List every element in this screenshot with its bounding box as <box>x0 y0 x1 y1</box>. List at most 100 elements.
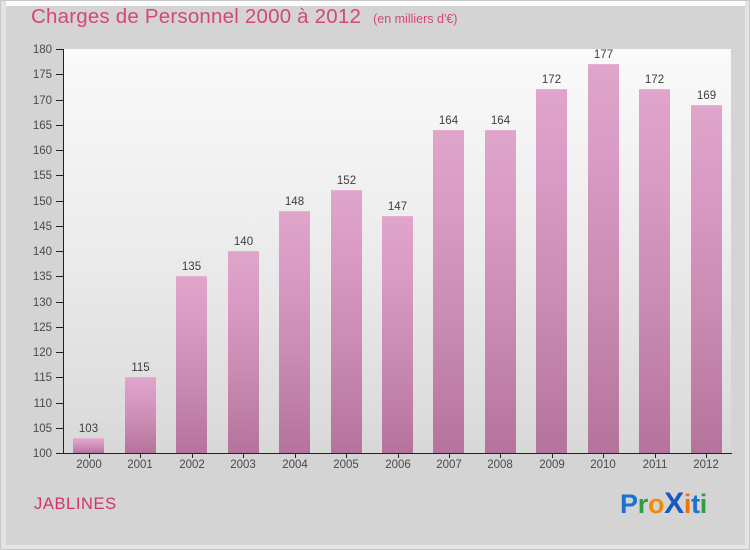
x-axis-tick-label: 2001 <box>127 459 153 471</box>
x-axis-tick <box>140 453 141 458</box>
x-axis-tick-label: 2010 <box>590 459 616 471</box>
bar-rect[interactable] <box>73 438 104 453</box>
bar-item[interactable]: 172 <box>639 74 670 453</box>
x-axis-tick-label: 2007 <box>436 459 462 471</box>
bar-item[interactable]: 152 <box>331 175 362 453</box>
bar-rect[interactable] <box>331 190 362 453</box>
bar-item[interactable]: 172 <box>536 74 567 453</box>
y-axis-tick-label: 110 <box>33 397 52 410</box>
bar-rect[interactable] <box>228 251 259 453</box>
x-axis-tick-label: 2008 <box>487 459 513 471</box>
y-axis-tick: 180 <box>33 44 64 56</box>
bar-item[interactable]: 148 <box>279 196 310 453</box>
y-axis-tick-label: 165 <box>32 119 52 132</box>
logo-letter: P <box>620 489 638 519</box>
bar-value-label: 172 <box>644 74 665 86</box>
y-axis-tick: 145 <box>33 221 64 233</box>
bar-item[interactable]: 169 <box>691 90 722 453</box>
bar-series: 103 115 135 140 148 152 147 164 164 172 177 172 169 <box>63 49 732 453</box>
y-axis-tick-label: 170 <box>32 94 52 107</box>
logo-letter: t <box>691 489 700 519</box>
y-axis-tick: 170 <box>33 95 64 107</box>
y-axis-tick-label: 120 <box>32 346 52 359</box>
bar-item[interactable]: 103 <box>73 423 104 453</box>
chart-subtitle-units: (en milliers d'€) <box>373 12 458 26</box>
y-axis-tick: 105 <box>33 423 64 435</box>
x-axis-tick <box>603 453 604 458</box>
y-axis-tick: 100 <box>33 448 64 460</box>
x-axis-tick <box>706 453 707 458</box>
x-axis-tick <box>552 453 553 458</box>
y-axis-tick-label: 160 <box>32 144 52 157</box>
y-axis-tick-label: 155 <box>32 169 52 182</box>
bar-value-label: 115 <box>131 362 150 374</box>
bar-value-label: 147 <box>387 201 408 213</box>
x-axis-tick <box>346 453 347 458</box>
bar-rect[interactable] <box>382 216 413 453</box>
bar-value-label: 164 <box>438 115 459 127</box>
y-axis-tick: 150 <box>33 196 64 208</box>
x-axis-tick <box>655 453 656 458</box>
y-axis-tick: 175 <box>33 69 64 81</box>
x-axis-tick-label: 2011 <box>642 459 668 471</box>
bar-item[interactable]: 147 <box>382 201 413 453</box>
frame-edge-right <box>745 1 749 549</box>
y-axis-tick-label: 125 <box>32 321 52 334</box>
x-axis-tick-label: 2006 <box>385 459 411 471</box>
bar-item[interactable]: 135 <box>176 261 207 453</box>
proxiti-logo[interactable]: ProXiti <box>620 489 707 519</box>
x-axis-tick-label: 2009 <box>539 459 565 471</box>
chart-title: Charges de Personnel 2000 à 2012 <box>31 5 362 28</box>
bar-item[interactable]: 140 <box>228 236 259 453</box>
y-axis-tick-label: 135 <box>32 270 52 283</box>
y-axis-tick: 120 <box>33 347 64 359</box>
frame-edge-top <box>1 1 749 6</box>
y-axis-tick-label: 100 <box>32 447 52 460</box>
x-axis-tick-label: 2012 <box>693 459 719 471</box>
y-axis-tick-label: 150 <box>32 195 52 208</box>
logo-letter: o <box>647 489 665 519</box>
bar-value-label: 164 <box>490 115 511 127</box>
y-axis-tick: 140 <box>33 246 64 258</box>
bar-rect[interactable] <box>125 377 156 453</box>
bar-rect[interactable] <box>176 276 207 453</box>
bar-rect[interactable] <box>433 130 464 453</box>
commune-name: JABLINES <box>34 495 117 513</box>
logo-letter: r <box>637 489 649 519</box>
bar-value-label: 140 <box>233 236 254 248</box>
logo-letter: X <box>664 487 684 520</box>
x-axis-tick <box>449 453 450 458</box>
bar-value-label: 177 <box>593 49 614 61</box>
frame-edge-left <box>1 1 6 549</box>
logo-letter: i <box>683 489 692 519</box>
bar-value-label: 169 <box>696 90 717 102</box>
x-axis-tick-label: 2004 <box>282 459 308 471</box>
x-axis-tick-label: 2003 <box>230 459 256 471</box>
bar-rect[interactable] <box>536 89 567 453</box>
y-axis-tick: 155 <box>33 170 64 182</box>
x-axis-tick <box>398 453 399 458</box>
x-axis-tick <box>192 453 193 458</box>
bar-value-label: 152 <box>336 175 357 187</box>
y-axis-tick-label: 130 <box>32 296 52 309</box>
bar-rect[interactable] <box>691 105 722 453</box>
logo-letter: i <box>699 489 708 519</box>
y-axis-tick-label: 115 <box>33 371 52 384</box>
x-axis-line <box>63 453 732 454</box>
x-axis-tick <box>243 453 244 458</box>
bar-item[interactable]: 177 <box>588 49 619 453</box>
y-axis-tick-label: 175 <box>32 68 52 81</box>
bar-item[interactable]: 164 <box>485 115 516 453</box>
bar-rect[interactable] <box>279 211 310 453</box>
x-axis-tick <box>89 453 90 458</box>
bar-item[interactable]: 164 <box>433 115 464 453</box>
y-axis-tick-label: 180 <box>32 43 52 56</box>
bar-rect[interactable] <box>639 89 670 453</box>
bar-rect[interactable] <box>485 130 516 453</box>
x-axis-tick <box>295 453 296 458</box>
x-axis-tick-label: 2005 <box>333 459 359 471</box>
y-axis-tick-label: 145 <box>32 220 52 233</box>
bar-rect[interactable] <box>588 64 619 453</box>
y-axis-tick: 165 <box>33 120 64 132</box>
bar-item[interactable]: 115 <box>125 362 156 453</box>
